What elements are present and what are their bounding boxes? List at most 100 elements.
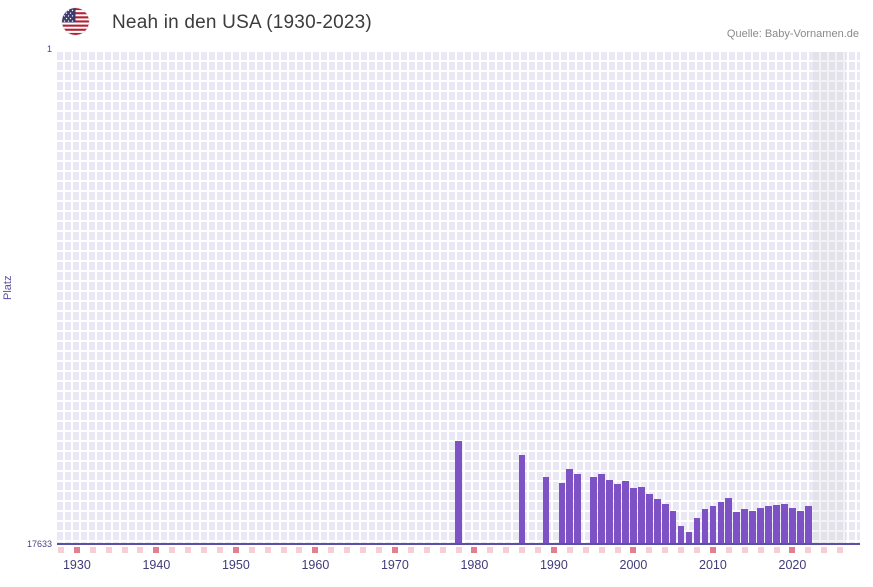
minor-tick-1936 bbox=[121, 547, 128, 553]
bar-2013 bbox=[733, 511, 741, 545]
minor-tick-1996 bbox=[598, 547, 605, 553]
minor-tick-1954 bbox=[264, 547, 271, 553]
decade-tick-1930 bbox=[73, 547, 80, 553]
bar-1991 bbox=[558, 482, 566, 545]
bar-1989 bbox=[542, 476, 550, 545]
x-tick-label-1940: 1940 bbox=[142, 558, 171, 572]
decade-tick-1960 bbox=[312, 547, 319, 553]
decade-tick-1950 bbox=[232, 547, 239, 553]
minor-tick-2012 bbox=[725, 547, 732, 553]
source-credit: Quelle: Baby-Vornamen.de bbox=[726, 28, 859, 40]
bar-2015 bbox=[749, 510, 756, 545]
minor-tick-2016 bbox=[757, 547, 764, 553]
minor-tick-1988 bbox=[535, 547, 541, 553]
bar-2020 bbox=[789, 507, 796, 545]
bar-2018 bbox=[773, 504, 780, 545]
bar-1993 bbox=[574, 474, 582, 545]
decade-tick-2010 bbox=[709, 547, 716, 553]
minor-tick-1946 bbox=[201, 547, 208, 553]
bar-2008 bbox=[693, 517, 701, 545]
minor-tick-1984 bbox=[503, 547, 510, 553]
decade-tick-2020 bbox=[789, 547, 796, 553]
bar-2011 bbox=[717, 502, 725, 545]
chart-title: Neah in den USA (1930-2023) bbox=[112, 12, 372, 33]
minor-tick-1968 bbox=[375, 547, 382, 553]
bar-2002 bbox=[645, 493, 653, 545]
minor-tick-1934 bbox=[105, 547, 112, 553]
minor-tick-2002 bbox=[646, 547, 653, 553]
minor-tick-2022 bbox=[805, 547, 812, 553]
x-tick-label-1960: 1960 bbox=[301, 558, 330, 572]
minor-tick-1998 bbox=[614, 547, 621, 553]
minor-tick-1962 bbox=[328, 547, 335, 553]
bar-2007 bbox=[685, 531, 693, 545]
minor-tick-2026 bbox=[837, 547, 844, 553]
bar-1997 bbox=[606, 479, 613, 545]
minor-tick-1982 bbox=[487, 547, 494, 553]
minor-tick-1986 bbox=[519, 547, 526, 553]
x-tick-label-1970: 1970 bbox=[380, 558, 409, 572]
bar-2022 bbox=[804, 506, 812, 545]
y-axis-top-label: 1 bbox=[46, 44, 52, 54]
plot-area bbox=[57, 52, 860, 553]
minor-tick-2018 bbox=[773, 547, 780, 553]
bar-2017 bbox=[765, 506, 772, 545]
bar-1995 bbox=[590, 476, 597, 545]
minor-tick-1964 bbox=[344, 547, 351, 553]
bar-1978 bbox=[455, 440, 462, 545]
minor-tick-1978 bbox=[455, 547, 462, 553]
bar-2016 bbox=[757, 507, 764, 545]
bar-2006 bbox=[677, 525, 685, 545]
minor-tick-1942 bbox=[169, 547, 176, 553]
bar-2019 bbox=[781, 503, 788, 545]
minor-tick-1966 bbox=[360, 547, 367, 553]
minor-tick-1956 bbox=[280, 547, 287, 553]
decade-tick-1980 bbox=[471, 547, 478, 553]
x-tick-label-1990: 1990 bbox=[539, 558, 568, 572]
minor-tick-2008 bbox=[694, 547, 700, 553]
bar-1999 bbox=[622, 481, 629, 545]
bar-2004 bbox=[661, 503, 669, 545]
minor-tick-1944 bbox=[185, 547, 192, 553]
minor-tick-1938 bbox=[137, 547, 144, 553]
bar-2012 bbox=[725, 497, 733, 545]
minor-tick-1994 bbox=[582, 547, 589, 553]
bar-2009 bbox=[701, 509, 709, 545]
minor-tick-1948 bbox=[216, 547, 223, 553]
y-axis-title: Platz bbox=[2, 275, 14, 300]
bar-2010 bbox=[709, 506, 717, 545]
x-tick-label-2000: 2000 bbox=[619, 558, 648, 572]
minor-tick-2014 bbox=[741, 547, 748, 553]
decade-tick-2000 bbox=[630, 547, 637, 553]
minor-tick-1932 bbox=[89, 547, 96, 553]
bar-2001 bbox=[638, 486, 645, 545]
bar-2003 bbox=[653, 499, 661, 545]
x-tick-label-2020: 2020 bbox=[778, 558, 807, 572]
minor-tick-1928 bbox=[57, 547, 64, 553]
bar-1986 bbox=[518, 454, 526, 545]
bar-1992 bbox=[566, 468, 574, 545]
y-axis-bottom-label: 17633 bbox=[26, 539, 52, 549]
x-axis-line bbox=[57, 543, 860, 545]
us-flag-icon bbox=[62, 8, 89, 35]
minor-tick-1974 bbox=[423, 547, 430, 553]
bar-1998 bbox=[614, 483, 621, 545]
bar-2005 bbox=[669, 510, 677, 545]
bar-2000 bbox=[630, 488, 637, 545]
minor-tick-1976 bbox=[439, 547, 446, 553]
decade-tick-1940 bbox=[153, 547, 160, 553]
minor-tick-1952 bbox=[248, 547, 255, 553]
x-tick-label-1930: 1930 bbox=[62, 558, 91, 572]
decade-tick-1990 bbox=[550, 547, 557, 553]
x-tick-label-1980: 1980 bbox=[460, 558, 489, 572]
recent-years-band bbox=[813, 52, 847, 545]
x-tick-label-1950: 1950 bbox=[221, 558, 250, 572]
bar-2021 bbox=[797, 510, 804, 545]
decade-tick-1970 bbox=[391, 547, 398, 553]
minor-tick-2024 bbox=[821, 547, 828, 553]
minor-tick-1992 bbox=[566, 547, 573, 553]
minor-tick-2006 bbox=[678, 547, 685, 553]
bar-2014 bbox=[741, 509, 749, 545]
minor-tick-2004 bbox=[662, 547, 669, 553]
